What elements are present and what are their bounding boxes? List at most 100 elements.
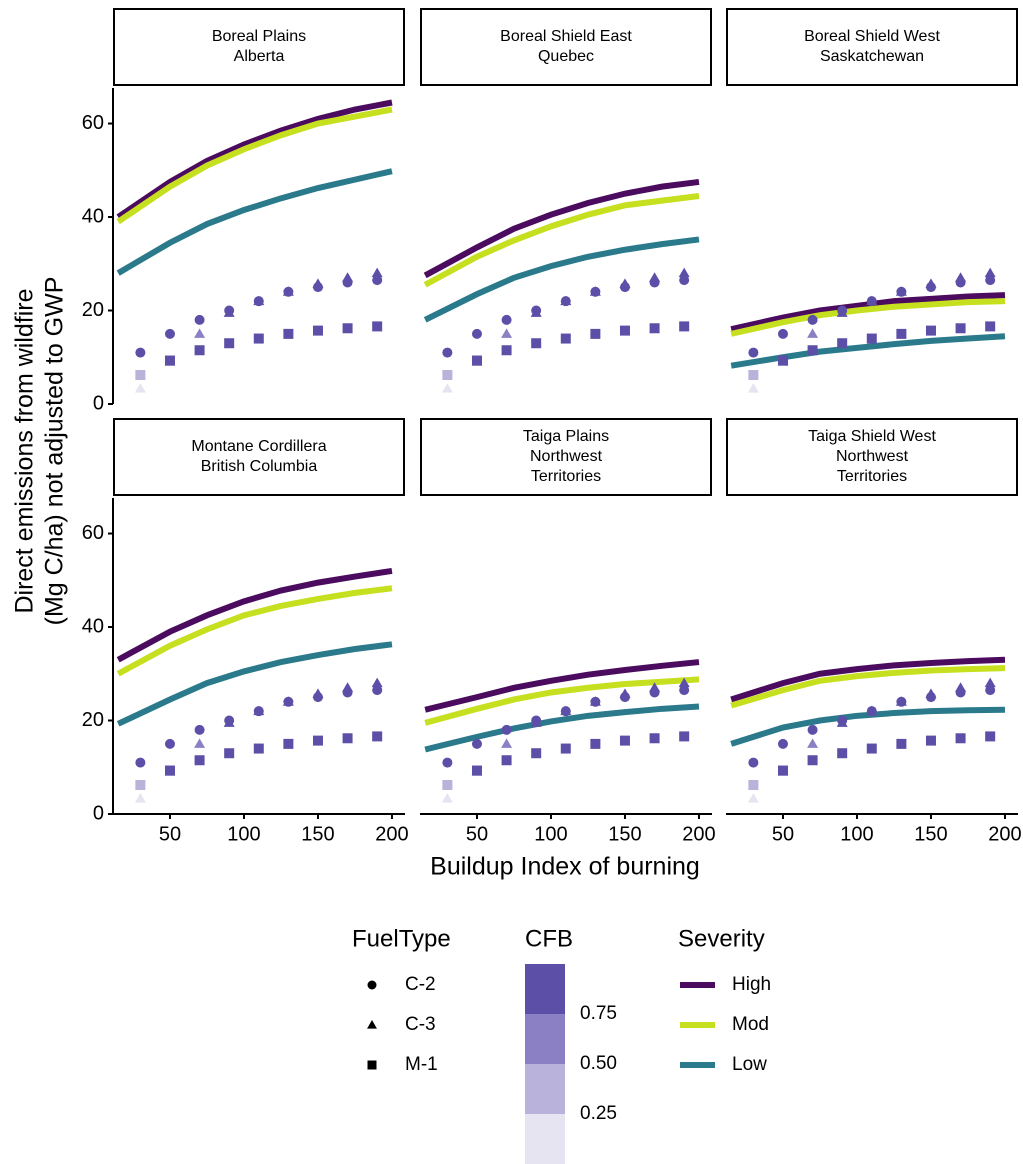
- legend-symbol: [367, 1020, 377, 1029]
- point: [896, 738, 907, 749]
- strip: [726, 418, 1018, 496]
- severity-line: [116, 585, 393, 677]
- strip-label: Quebec: [538, 48, 594, 65]
- point: [372, 685, 383, 696]
- point: [253, 705, 265, 716]
- point: [560, 705, 572, 716]
- point: [282, 696, 294, 706]
- point: [895, 286, 907, 296]
- legend-label: Low: [732, 1054, 767, 1075]
- point: [985, 275, 996, 286]
- point: [807, 724, 818, 735]
- point: [649, 682, 661, 692]
- strip-label: Alberta: [234, 48, 285, 65]
- point: [619, 278, 631, 288]
- x-tick-label: 50: [772, 823, 794, 845]
- strip-label: Taiga Shield West: [808, 428, 936, 445]
- point: [283, 328, 294, 339]
- point: [807, 328, 819, 338]
- point: [807, 738, 819, 748]
- point: [984, 267, 996, 278]
- point: [312, 688, 324, 698]
- strip-label: Boreal Plains: [212, 28, 306, 45]
- point: [777, 328, 788, 339]
- point: [747, 383, 759, 393]
- point: [253, 295, 265, 306]
- point: [747, 793, 759, 803]
- point: [955, 682, 967, 692]
- point: [985, 731, 996, 742]
- colorbar-bin: [525, 964, 565, 1014]
- point: [619, 688, 631, 698]
- colorbar-bin: [525, 1014, 565, 1064]
- x-tick-label: 50: [466, 823, 488, 845]
- point: [164, 738, 175, 749]
- x-tick-label: 150: [914, 823, 947, 845]
- point: [679, 685, 690, 696]
- severity-line: [424, 659, 700, 713]
- point: [372, 731, 383, 742]
- point: [955, 733, 966, 744]
- point: [895, 696, 907, 706]
- x-tick-label: 100: [840, 823, 873, 845]
- point: [441, 793, 453, 803]
- point: [837, 338, 848, 349]
- severity-line: [730, 333, 1006, 369]
- legend-symbol: [367, 980, 377, 990]
- point: [501, 314, 512, 325]
- legend-label: High: [732, 974, 771, 995]
- strip: [113, 8, 405, 86]
- strip-label: Saskatchewan: [820, 48, 924, 65]
- point: [984, 677, 996, 688]
- point: [135, 370, 146, 381]
- y-tick-label: 60: [82, 522, 104, 544]
- severity-line: [423, 236, 700, 323]
- point: [777, 355, 788, 366]
- strip: [420, 418, 712, 496]
- severity-line: [730, 298, 1006, 337]
- point: [619, 735, 630, 746]
- strip: [726, 8, 1018, 86]
- point: [164, 355, 175, 366]
- point: [985, 321, 996, 332]
- point: [589, 696, 601, 706]
- legend-symbol: [367, 1060, 377, 1070]
- point: [135, 347, 146, 358]
- legend-label: C-3: [405, 1014, 436, 1035]
- y-tick-label: 20: [82, 299, 104, 321]
- point: [836, 717, 848, 727]
- point: [501, 345, 512, 356]
- severity-line: [116, 567, 393, 663]
- point: [679, 321, 690, 332]
- strip-label: Northwest: [530, 448, 603, 465]
- point: [530, 717, 542, 727]
- point: [253, 333, 264, 344]
- point: [342, 323, 353, 334]
- point: [678, 677, 690, 688]
- point: [619, 325, 630, 336]
- legend-title: Severity: [678, 925, 765, 952]
- y-tick-label: 0: [93, 802, 104, 824]
- colorbar-label: 0.50: [580, 1053, 617, 1074]
- point: [164, 765, 175, 776]
- point: [194, 738, 206, 748]
- legend-title: FuelType: [352, 925, 451, 952]
- colorbar-bin: [525, 1064, 565, 1114]
- point: [748, 347, 759, 358]
- point: [925, 325, 936, 336]
- point: [312, 735, 323, 746]
- point: [224, 338, 235, 349]
- point: [590, 738, 601, 749]
- legend-title: CFB: [525, 925, 573, 952]
- strip-label: Boreal Shield East: [500, 28, 632, 45]
- colorbar-label: 0.75: [580, 1003, 617, 1024]
- severity-line: [730, 665, 1006, 709]
- strip-label: Territories: [531, 468, 601, 485]
- point: [282, 286, 294, 296]
- point: [866, 743, 877, 754]
- strip-label: Boreal Shield West: [804, 28, 940, 45]
- point: [501, 724, 512, 735]
- point: [679, 731, 690, 742]
